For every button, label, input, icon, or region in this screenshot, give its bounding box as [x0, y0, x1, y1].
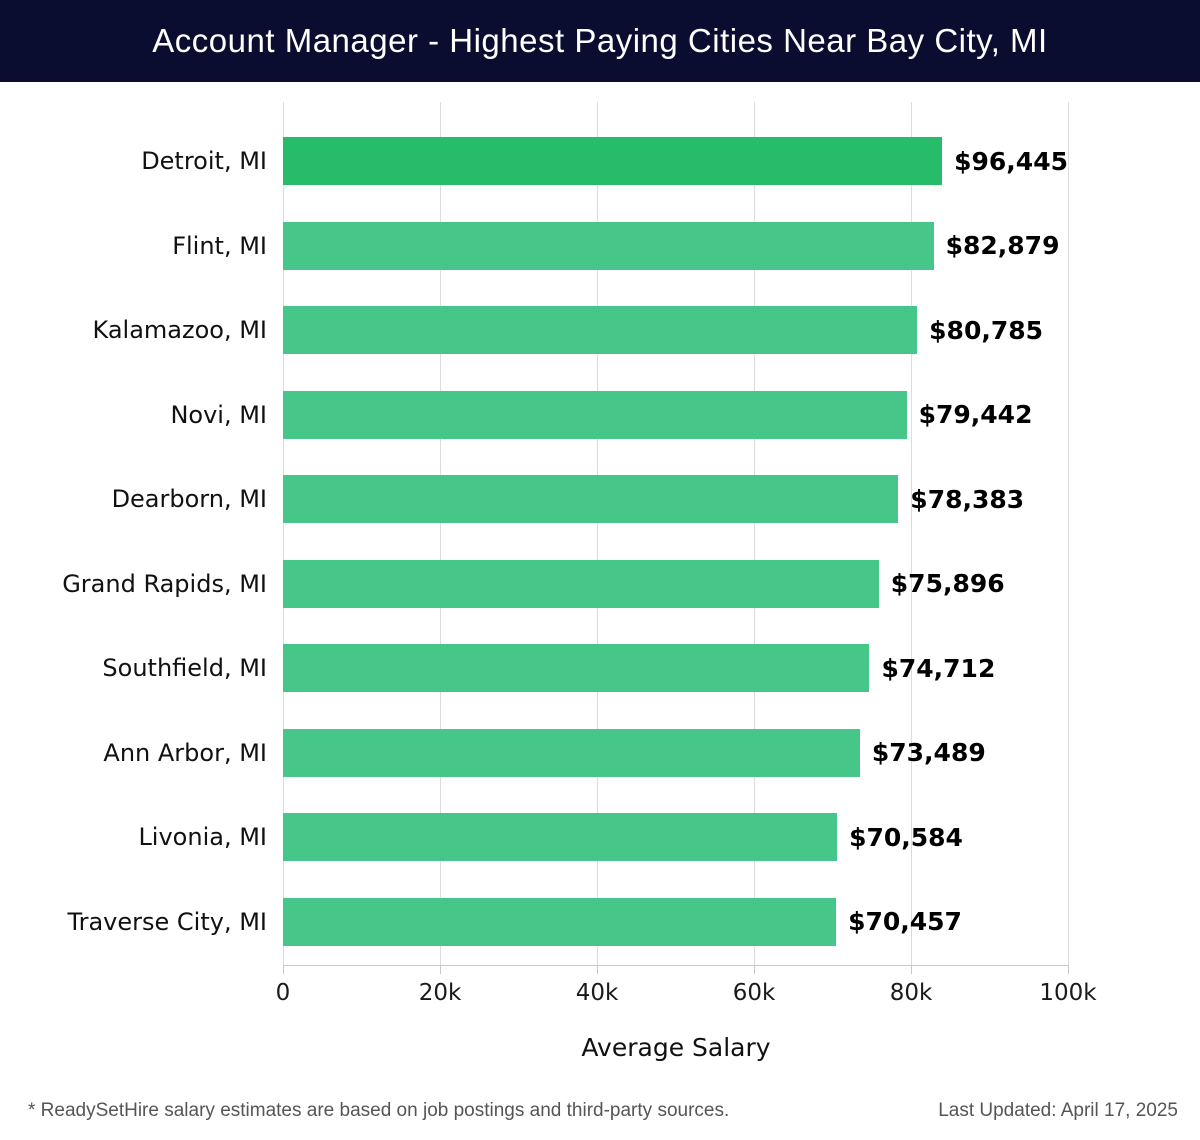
x-tick	[754, 965, 755, 974]
bar-track: $78,383	[283, 475, 1068, 524]
bar	[283, 390, 907, 439]
bar-track: $74,712	[283, 644, 1068, 693]
gridline	[440, 102, 441, 965]
category-label: Detroit, MI	[141, 147, 267, 176]
bar-track: $96,445	[283, 137, 1068, 186]
value-label: $82,879	[945, 231, 1060, 261]
value-label: $70,584	[849, 822, 963, 852]
bar	[283, 728, 860, 777]
bar-track: $80,785	[283, 306, 1068, 355]
gridlines	[283, 102, 1069, 965]
chart-rows: Detroit, MI $96,445 Flint, MI $82,879 Ka…	[0, 119, 1200, 964]
category-label: Flint, MI	[172, 231, 267, 260]
value-label: $96,445	[954, 146, 1068, 176]
footer-last-updated: Last Updated: April 17, 2025	[938, 1100, 1178, 1121]
value-label: $80,785	[929, 315, 1044, 345]
chart-row: Ann Arbor, MI $73,489	[0, 711, 1200, 796]
bar	[283, 306, 918, 355]
value-label: $74,712	[881, 653, 996, 683]
value-label: $70,457	[848, 907, 962, 937]
chart-row: Novi, MI $79,442	[0, 373, 1200, 458]
category-label: Grand Rapids, MI	[62, 569, 267, 598]
chart-row: Southfield, MI $74,712	[0, 626, 1200, 711]
gridline	[597, 102, 598, 965]
gridline	[754, 102, 755, 965]
bar	[283, 137, 943, 186]
header-bar: Account Manager - Highest Paying Cities …	[0, 0, 1200, 82]
category-label: Southfield, MI	[102, 654, 267, 683]
x-tick-label: 0	[275, 980, 291, 1006]
bar-chart: Detroit, MI $96,445 Flint, MI $82,879 Ka…	[0, 82, 1200, 965]
x-axis-title: Average Salary	[581, 1033, 771, 1062]
category-label: Kalamazoo, MI	[92, 316, 268, 345]
chart-row: Dearborn, MI $78,383	[0, 457, 1200, 542]
x-tick	[911, 965, 912, 974]
category-label: Traverse City, MI	[67, 907, 267, 936]
x-tick-label: 60k	[732, 980, 776, 1006]
x-tick	[440, 965, 441, 974]
chart-row: Flint, MI $82,879	[0, 204, 1200, 289]
bar-track: $73,489	[283, 728, 1068, 777]
chart-row: Detroit, MI $96,445	[0, 119, 1200, 204]
bar-track: $70,457	[283, 897, 1068, 946]
bar	[283, 475, 899, 524]
value-label: $75,896	[890, 569, 1005, 599]
chart-title: Account Manager - Highest Paying Cities …	[152, 22, 1048, 59]
bar	[283, 221, 934, 270]
value-label: $78,383	[910, 484, 1025, 514]
x-tick	[283, 965, 284, 974]
value-label: $73,489	[871, 738, 986, 768]
x-axis-line	[283, 965, 1069, 966]
gridline	[1068, 102, 1069, 965]
x-tick-label: 20k	[418, 980, 462, 1006]
category-label: Ann Arbor, MI	[103, 738, 267, 767]
chart-row: Kalamazoo, MI $80,785	[0, 288, 1200, 373]
bar-track: $79,442	[283, 390, 1068, 439]
x-tick	[1068, 965, 1069, 974]
x-tick-label: 80k	[889, 980, 933, 1006]
category-label: Novi, MI	[170, 400, 267, 429]
x-tick	[597, 965, 598, 974]
bar-track: $70,584	[283, 813, 1068, 862]
bar	[283, 813, 838, 862]
category-label: Dearborn, MI	[111, 485, 267, 514]
gridline	[283, 102, 284, 965]
x-tick-label: 40k	[575, 980, 619, 1006]
bar	[283, 559, 879, 608]
chart-row: Grand Rapids, MI $75,896	[0, 542, 1200, 627]
bar-track: $82,879	[283, 221, 1068, 270]
chart-row: Livonia, MI $70,584	[0, 795, 1200, 880]
chart-row: Traverse City, MI $70,457	[0, 880, 1200, 965]
bar	[283, 897, 837, 946]
x-tick-label: 100k	[1039, 980, 1097, 1006]
category-label: Livonia, MI	[138, 823, 267, 852]
bar-track: $75,896	[283, 559, 1068, 608]
value-label: $79,442	[918, 400, 1033, 430]
footer-disclaimer: * ReadySetHire salary estimates are base…	[28, 1100, 730, 1121]
bar	[283, 644, 870, 693]
gridline	[911, 102, 912, 965]
